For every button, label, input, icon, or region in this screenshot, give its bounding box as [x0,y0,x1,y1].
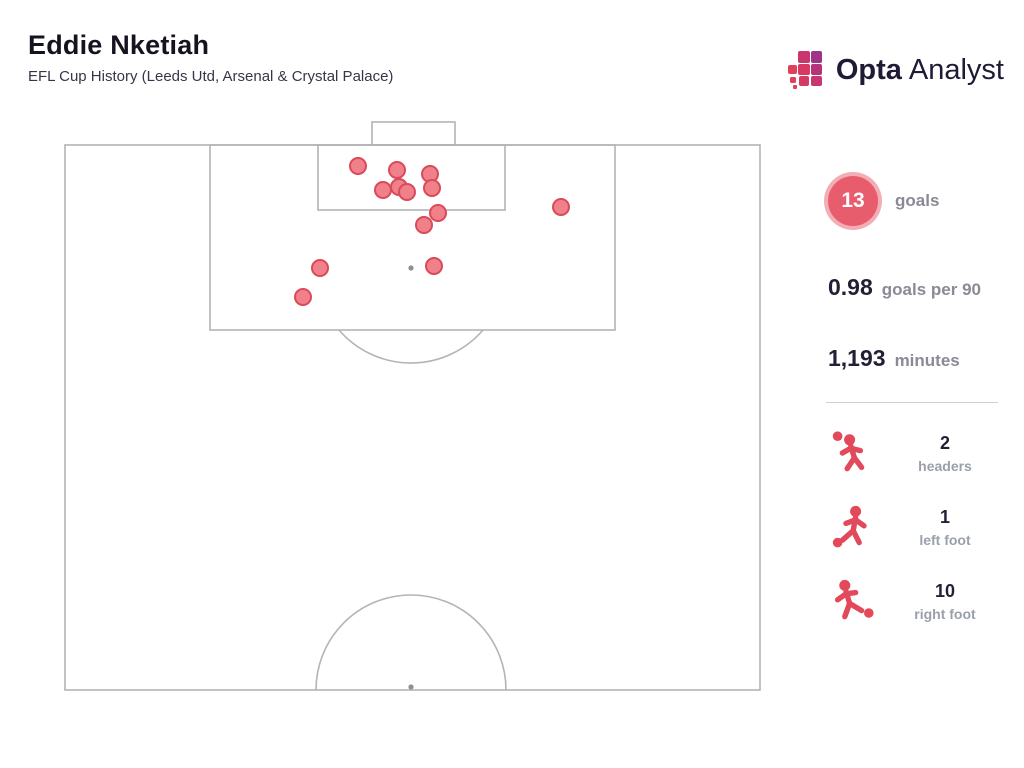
pitch-boundary [64,144,761,691]
stats-divider [826,402,998,403]
header: Eddie Nketiah EFL Cup History (Leeds Utd… [28,30,393,85]
minutes-value: 1,193 [828,345,886,371]
headers-stat-row: 2 headers [822,429,1014,477]
penalty-area [209,144,616,331]
left-foot-goal-icon [832,505,867,548]
penalty-arc [338,329,484,364]
logo-text-analyst: Analyst [908,53,1004,86]
goals-per-90-stat: 0.98 goals per 90 [828,274,1014,301]
goal-dot [425,257,443,275]
goal-dots-layer [294,157,570,306]
left-foot-stat-text: 1 left foot [876,507,1014,548]
goal-dot [294,288,312,306]
left-foot-label: left foot [919,531,971,548]
minutes-label: minutes [894,351,960,370]
six-yard-box [317,144,506,211]
goals-per-90-value: 0.98 [828,274,873,300]
headers-label: headers [918,457,972,474]
logo-wordmark: Opta Analyst [836,54,1004,87]
left-foot-value: 1 [939,506,950,527]
right-foot-goal-icon [834,579,874,620]
page-title: Eddie Nketiah [28,30,210,60]
page-subtitle: EFL Cup History (Leeds Utd, Arsenal & Cr… [28,68,394,85]
goal-dot [423,179,441,197]
centre-spot [408,684,414,690]
stats-panel: 13 goals 0.98 goals per 90 1,193 minutes [822,170,1014,625]
right-foot-value: 10 [934,580,956,601]
goal-dot [552,198,570,216]
logo-text-opta: Opta [835,53,902,86]
header-goal-icon [832,431,865,472]
right-foot-stat-text: 10 right foot [876,581,1014,622]
goal-dot [388,161,406,179]
goals-badge: 13 [828,176,878,226]
centre-circle [315,594,507,691]
goal-dot [398,183,416,201]
left-foot-stat-row: 1 left foot [822,503,1014,551]
goal-dot [429,204,447,222]
goal-dot [311,259,329,277]
goal-frame [371,121,456,146]
headers-value: 2 [939,432,950,453]
goals-stat: 13 goals [828,170,1014,232]
goal-dot [349,157,367,175]
minutes-stat: 1,193 minutes [828,345,1014,372]
right-foot-stat-row: 10 right foot [822,577,1014,625]
penalty-spot [408,265,414,271]
goals-per-90-label: goals per 90 [881,280,981,299]
right-foot-label: right foot [914,605,976,622]
goal-dot [415,216,433,234]
opta-pixel-logo-icon [787,51,822,89]
goal-dot [374,181,392,199]
goals-label: goals [895,191,940,210]
opta-analyst-logo: Opta Analyst [786,50,1004,90]
headers-stat-text: 2 headers [876,433,1014,474]
